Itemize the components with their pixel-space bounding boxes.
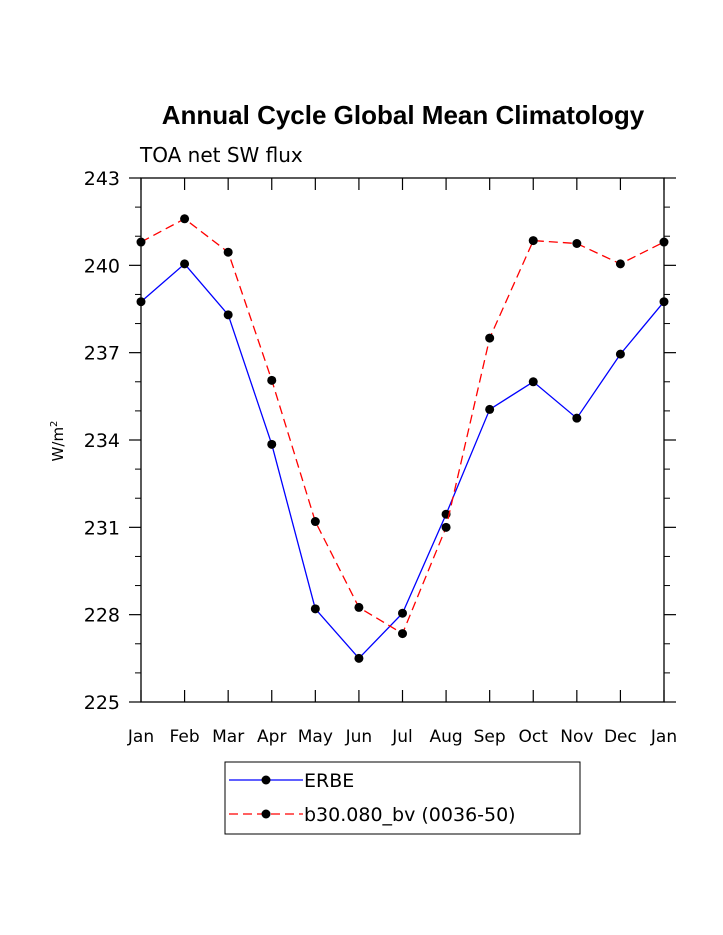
y-tick-label: 228 bbox=[84, 605, 120, 627]
series-2-point bbox=[528, 236, 538, 246]
series-2-point bbox=[441, 522, 451, 532]
x-tick-label: Feb bbox=[170, 727, 200, 747]
x-tick-label: Oct bbox=[519, 727, 549, 747]
series-2-point bbox=[615, 259, 625, 269]
chart-subtitle: TOA net SW flux bbox=[139, 143, 303, 167]
series-2-point bbox=[136, 237, 146, 247]
x-tick-label: Aug bbox=[429, 727, 462, 747]
y-tick-label: 237 bbox=[84, 343, 120, 365]
x-tick-label: Nov bbox=[560, 727, 593, 747]
series-1-point bbox=[136, 297, 146, 307]
plot-area: Jan Feb Mar Apr May Jun Jul Aug Sep Oct Nov Dec Jan 2… bbox=[84, 168, 677, 747]
chart-title: Annual Cycle Global Mean Climatology bbox=[162, 100, 645, 130]
legend-box bbox=[224, 761, 581, 835]
legend-marker-1 bbox=[261, 775, 271, 785]
series-2-point bbox=[485, 333, 495, 343]
series-1-point bbox=[310, 604, 320, 614]
series-1-point bbox=[659, 297, 669, 307]
y-tick-label: 240 bbox=[84, 255, 120, 277]
series-2-point bbox=[223, 247, 233, 257]
y-tick-label: 234 bbox=[84, 430, 120, 452]
series-1-point bbox=[354, 653, 364, 663]
series-line-2 bbox=[140, 218, 665, 635]
y-tick-label: 243 bbox=[84, 168, 120, 190]
x-tick-label: May bbox=[298, 727, 333, 747]
plot-frame bbox=[140, 177, 665, 703]
legend-label-1: ERBE bbox=[304, 770, 354, 792]
series-2-point bbox=[267, 375, 277, 385]
y-axis-label: W/m2 bbox=[49, 421, 67, 462]
series-line-1 bbox=[140, 262, 665, 660]
legend: ERBE b30.080_bv (0036-50) bbox=[224, 761, 581, 835]
legend-label-2: b30.080_bv (0036-50) bbox=[304, 804, 516, 826]
y-tick-label: 231 bbox=[84, 517, 120, 539]
series-1-point bbox=[528, 377, 538, 387]
series-2-point bbox=[398, 629, 407, 639]
series-2-point bbox=[180, 214, 190, 224]
series-1-point bbox=[223, 310, 233, 320]
series-2-point bbox=[572, 239, 582, 248]
x-tick-label: Jan bbox=[127, 727, 154, 747]
series-1-point bbox=[615, 349, 625, 359]
series-1-point bbox=[398, 608, 407, 618]
series-1-point bbox=[485, 404, 495, 414]
x-tick-label: Jan bbox=[650, 727, 677, 747]
series-1-point bbox=[267, 439, 277, 449]
series-1-point bbox=[180, 259, 190, 269]
y-axis-label-superscript: 2 bbox=[49, 421, 60, 427]
y-axis-label-unit: W/m bbox=[49, 427, 67, 462]
legend-marker-2 bbox=[261, 809, 271, 819]
series-2-point bbox=[310, 517, 320, 527]
x-tick-label: Dec bbox=[604, 727, 637, 747]
x-tick-label: Sep bbox=[474, 727, 506, 747]
x-tick-label: Apr bbox=[257, 727, 286, 747]
series-2-point bbox=[354, 602, 364, 612]
x-tick-label: Jul bbox=[391, 727, 413, 747]
x-tick-label: Mar bbox=[212, 727, 244, 747]
x-tick-label: Jun bbox=[345, 727, 373, 747]
y-tick-label: 225 bbox=[84, 692, 120, 714]
series-1-point bbox=[572, 413, 582, 423]
series-2-point bbox=[659, 237, 669, 247]
